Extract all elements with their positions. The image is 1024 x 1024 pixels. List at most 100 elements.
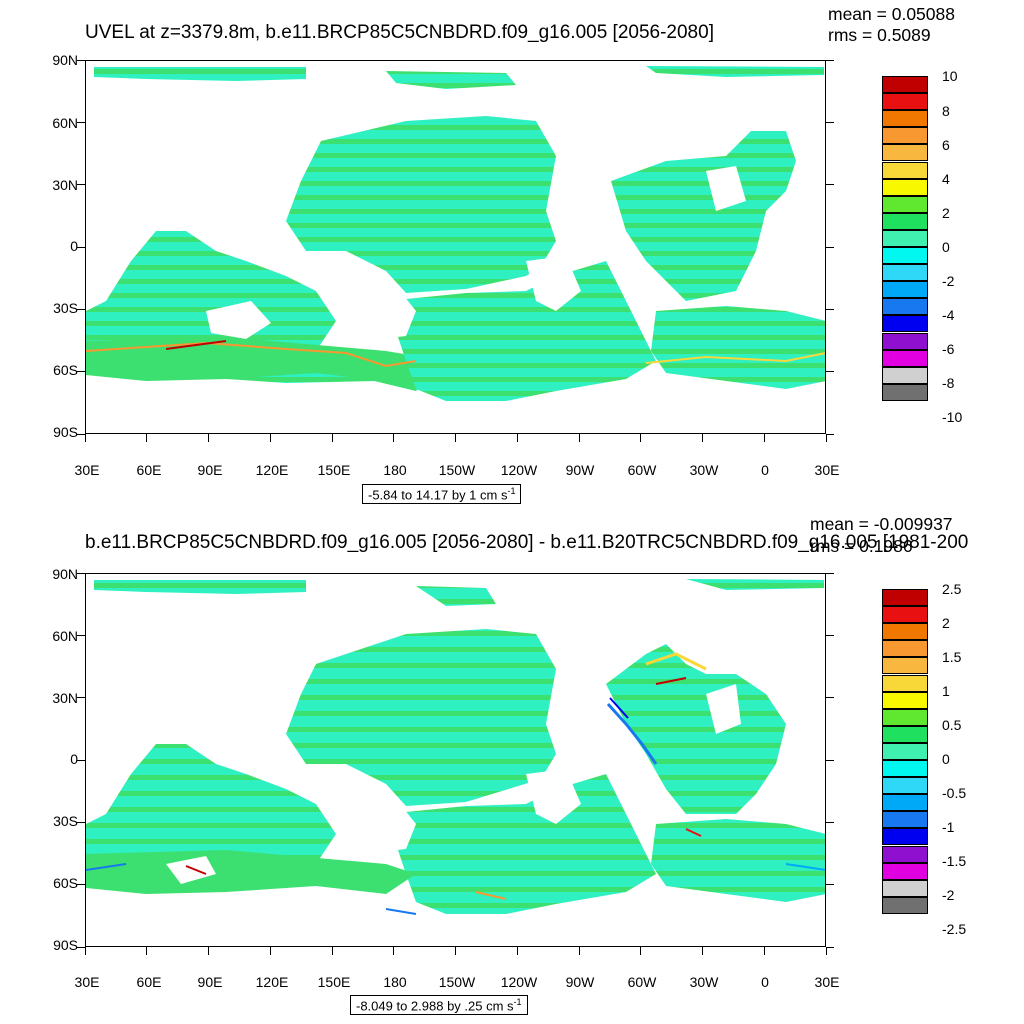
y-tick <box>77 184 85 186</box>
colorbar-label: 1.5 <box>942 649 962 665</box>
colorbar-swatch <box>882 247 928 265</box>
lat-label: 90S <box>53 424 78 440</box>
y-tick <box>77 821 85 823</box>
x-tick <box>393 947 395 955</box>
unit-exponent: -1 <box>507 486 516 496</box>
lat-label: 90S <box>53 937 78 953</box>
y-tick <box>826 59 834 61</box>
colorbar-swatch <box>882 896 928 914</box>
x-tick <box>146 947 148 955</box>
lon-label: 120W <box>500 462 538 478</box>
colorbar-swatch <box>882 229 928 247</box>
contour-range-text: -5.84 to 14.17 by 1 cm s <box>368 487 508 503</box>
colorbar-swatch <box>882 298 928 316</box>
colorbar-swatch <box>882 212 928 230</box>
y-tick <box>826 946 834 948</box>
x-tick <box>269 947 271 955</box>
lat-label: 60N <box>52 628 78 644</box>
y-tick <box>826 759 834 761</box>
x-tick <box>516 947 518 955</box>
colorbar-swatch <box>882 589 928 607</box>
colorbar-swatch <box>882 828 928 846</box>
lon-label: 180 <box>383 974 407 990</box>
y-tick <box>77 884 85 886</box>
lon-label: 90E <box>197 462 223 478</box>
rms-stat: rms = 0.1986 <box>810 536 913 556</box>
lon-label: 0 <box>761 974 769 990</box>
colorbar-swatch <box>882 623 928 641</box>
rms-stat: rms = 0.5089 <box>828 25 931 45</box>
map-panel-top: UVEL at z=3379.8m, b.e11.BRCP85C5CNBDRD.… <box>52 4 962 505</box>
colorbar-swatch <box>882 657 928 675</box>
y-tick <box>826 371 834 373</box>
map-plot <box>85 60 826 434</box>
y-tick <box>826 184 834 186</box>
lat-label: 30N <box>52 690 78 706</box>
colorbar-swatch <box>882 383 928 401</box>
lon-label: 60W <box>627 974 657 990</box>
x-tick <box>640 947 642 955</box>
colorbar-swatch <box>882 144 928 162</box>
x-tick <box>640 434 642 442</box>
colorbar-swatch <box>882 161 928 179</box>
contour-range-box: -5.84 to 14.17 by 1 cm s-1 <box>362 484 522 505</box>
y-tick <box>826 246 834 248</box>
lon-label: 90E <box>197 974 223 990</box>
y-tick <box>77 59 85 61</box>
y-tick <box>826 121 834 123</box>
colorbar-swatch <box>882 264 928 282</box>
contour-range-box: -8.049 to 2.988 by .25 cm s-1 <box>350 995 528 1016</box>
y-tick <box>826 572 834 574</box>
y-tick <box>77 121 85 123</box>
y-tick <box>77 246 85 248</box>
y-tick <box>826 308 834 310</box>
lon-label: 30E <box>814 462 840 478</box>
lat-label: 30S <box>53 300 78 316</box>
colorbar-label: -2.5 <box>942 921 967 937</box>
colorbar-swatch <box>882 315 928 333</box>
y-tick <box>826 433 834 435</box>
lon-label: 30E <box>74 974 100 990</box>
lon-label: 30E <box>74 462 100 478</box>
x-tick <box>763 434 765 442</box>
colorbar-swatch <box>882 195 928 213</box>
colorbar-swatch <box>882 794 928 812</box>
map-plot <box>85 573 826 947</box>
colorbar-swatch <box>882 742 928 760</box>
y-tick <box>77 759 85 761</box>
colorbar-swatch <box>882 127 928 145</box>
x-tick <box>208 947 209 955</box>
lon-label: 60E <box>136 462 162 478</box>
lon-label: 0 <box>761 462 769 478</box>
colorbar-swatch <box>882 76 928 94</box>
panel-title: b.e11.BRCP85C5CNBDRD.f09_g16.005 [2056-2… <box>85 532 969 553</box>
x-tick <box>702 947 703 955</box>
colorbar-swatch <box>882 349 928 367</box>
y-tick <box>77 371 85 373</box>
colorbar-label: 2 <box>942 615 950 631</box>
x-tick <box>84 434 86 442</box>
lat-label: 90N <box>52 566 78 582</box>
x-tick <box>331 434 333 442</box>
lat-label: 30S <box>53 813 78 829</box>
lon-label: 120E <box>255 462 289 478</box>
lat-label: 0 <box>70 238 78 254</box>
y-tick <box>77 697 85 699</box>
y-tick <box>77 308 85 310</box>
colorbar-swatch <box>882 606 928 624</box>
lat-label: 60N <box>52 115 78 131</box>
lat-label: 30N <box>52 177 78 193</box>
colorbar-swatch <box>882 332 928 350</box>
x-tick <box>455 947 456 955</box>
y-tick <box>826 634 834 636</box>
x-tick <box>763 947 765 955</box>
colorbar-swatch <box>882 93 928 111</box>
x-tick <box>578 947 580 955</box>
colorbar-label: -2 <box>942 887 955 903</box>
lon-label: 120W <box>500 974 538 990</box>
colorbar-swatch <box>882 760 928 778</box>
x-tick <box>702 434 703 442</box>
colorbar-label: -8 <box>942 375 955 391</box>
unit-exponent: -1 <box>513 997 522 1007</box>
lon-label: 60W <box>627 462 657 478</box>
